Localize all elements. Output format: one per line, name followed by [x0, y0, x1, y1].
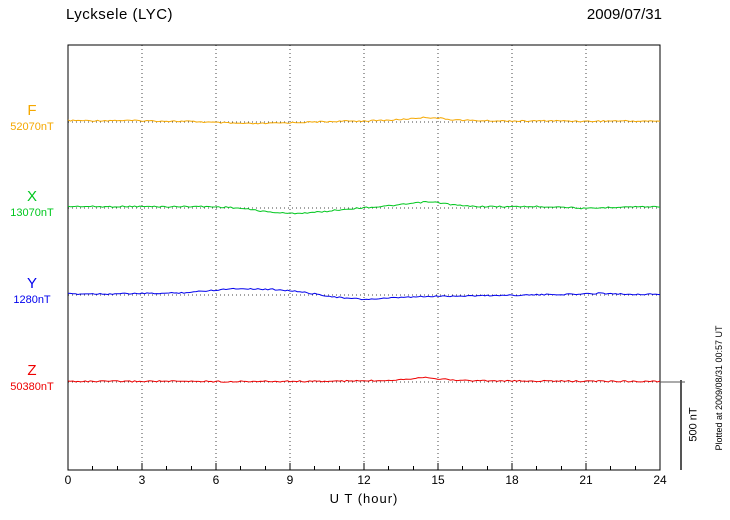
station-title: Lycksele (LYC): [66, 6, 174, 23]
x-axis-title: U T (hour): [329, 491, 399, 506]
series-label-x: X 13070nT: [2, 189, 62, 219]
series-baseline-value-y: 1280nT: [13, 294, 51, 306]
x-tick-label: 18: [505, 473, 519, 487]
series-letter-x: X: [26, 188, 37, 205]
x-tick-label: 21: [579, 473, 593, 487]
series-label-f: F 52070nT: [2, 103, 62, 133]
x-tick-label: 6: [212, 473, 220, 487]
x-tick-label: 3: [138, 473, 146, 487]
trace-Y: [67, 287, 661, 301]
x-tick-label: 15: [431, 473, 445, 487]
series-label-z: Z 50380nT: [2, 363, 62, 393]
trace-X: [67, 200, 661, 215]
trace-Z: [67, 376, 661, 383]
trace-F: [67, 116, 661, 125]
x-axis-tick-labels: 0 3 6 9 12 15 18 21 24: [0, 473, 730, 489]
plot-date: 2009/07/31: [586, 6, 662, 23]
series-baseline-value-z: 50380nT: [10, 381, 54, 393]
series-label-y: Y 1280nT: [2, 276, 62, 306]
x-tick-label: 0: [64, 473, 72, 487]
x-tick-label: 9: [286, 473, 294, 487]
series-letter-f: F: [27, 102, 37, 119]
series-letter-y: Y: [26, 275, 37, 292]
series-letter-z: Z: [27, 362, 37, 379]
scale-bar-label: 500 nT: [687, 407, 700, 442]
x-tick-label: 12: [357, 473, 371, 487]
x-tick-label: 24: [653, 473, 667, 487]
plotted-at-note: Plotted at 2009/08/31 00:57 UT: [714, 325, 724, 451]
series-baseline-value-f: 52070nT: [10, 121, 54, 133]
series-baseline-value-x: 13070nT: [10, 207, 54, 219]
